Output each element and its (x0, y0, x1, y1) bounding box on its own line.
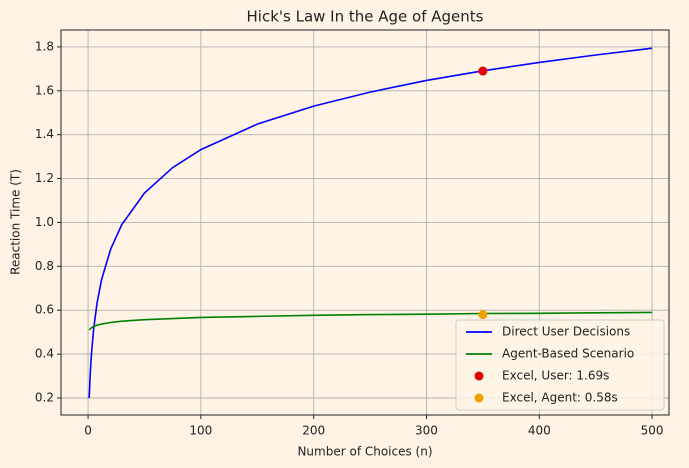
y-tick-label: 0.6 (35, 303, 54, 317)
y-tick-label: 1.8 (35, 39, 54, 53)
y-tick-label: 1.2 (35, 171, 54, 185)
y-tick-label: 0.4 (35, 347, 54, 361)
y-axis-label: Reaction Time (T) (9, 169, 23, 275)
y-tick-label: 0.8 (35, 259, 54, 273)
legend-label: Agent-Based Scenario (502, 347, 634, 361)
x-tick-label: 300 (415, 424, 438, 438)
y-tick-label: 1.6 (35, 83, 54, 97)
legend-swatch (474, 393, 484, 403)
scatter-point (478, 66, 488, 76)
x-tick-label: 400 (528, 424, 551, 438)
x-tick-label: 100 (189, 424, 212, 438)
y-tick-label: 0.2 (35, 390, 54, 404)
legend-label: Excel, Agent: 0.58s (502, 391, 618, 405)
x-tick-label: 500 (641, 424, 664, 438)
x-tick-label: 200 (302, 424, 325, 438)
scatter-point (478, 310, 488, 320)
legend-box (455, 319, 665, 411)
chart-title: Hick's Law In the Age of Agents (247, 8, 484, 26)
legend-label: Excel, User: 1.69s (502, 369, 609, 383)
x-axis-label: Number of Choices (n) (297, 445, 432, 459)
y-tick-label: 1.4 (35, 127, 54, 141)
y-tick-label: 1.0 (35, 215, 54, 229)
legend-label: Direct User Decisions (502, 325, 630, 339)
plot-frame (60, 29, 670, 416)
legend-swatch (474, 371, 484, 381)
x-tick-label: 0 (84, 424, 92, 438)
